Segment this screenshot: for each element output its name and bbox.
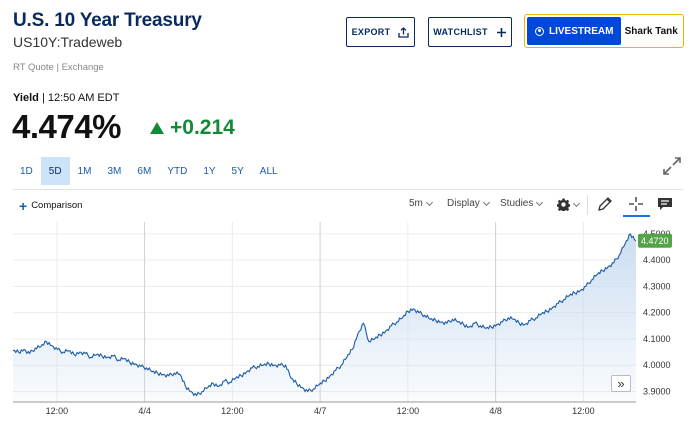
y-tick-label: 4.3000 [643,281,671,291]
yield-label: Yield [13,92,39,104]
current-yield: 4.474% [12,108,121,145]
livestream-widget[interactable]: LIVESTREAM Shark Tank [524,14,684,48]
scroll-to-latest-button[interactable]: » [611,375,631,392]
yield-chart[interactable]: 4.50004.40004.30004.20004.10004.00003.90… [0,218,696,433]
range-tab-1m[interactable]: 1M [77,165,92,177]
live-icon [535,26,544,36]
time-range-tabs: 1D 5D 1M 3M 6M YTD 1Y 5Y ALL [12,157,286,185]
chevron-down-icon [572,199,581,207]
series-area [13,233,636,402]
x-tick-label: 4/4 [138,406,151,416]
range-tab-5y[interactable]: 5Y [231,165,244,177]
plus-icon [496,27,506,37]
chart-canvas: 4.50004.40004.30004.20004.10004.00003.90… [12,222,672,416]
yield-change: +0.214 [150,116,235,140]
toolbar-separator [587,195,588,215]
x-tick-label: 12:00 [46,406,69,416]
y-tick-label: 4.4000 [643,255,671,265]
expand-icon[interactable] [662,156,682,176]
x-tick-label: 12:00 [572,406,595,416]
export-label: EXPORT [351,27,391,37]
page-title: U.S. 10 Year Treasury [13,10,202,31]
up-arrow-icon [150,122,164,134]
settings-dropdown[interactable] [557,198,581,211]
plus-icon: + [19,197,28,214]
x-tick-label: 12:00 [397,406,420,416]
quote-time: 12:50 AM EDT [47,92,120,104]
display-dropdown[interactable]: Display [447,198,490,209]
comment-icon[interactable] [656,195,674,213]
chevron-down-icon [425,198,433,206]
x-tick-label: 4/8 [489,406,502,416]
watchlist-label: WATCHLIST [433,27,488,37]
interval-label: 5m [409,198,423,209]
x-tick-label: 12:00 [221,406,244,416]
range-tab-5d[interactable]: 5D [40,157,70,185]
symbol-label: US10Y:Tradeweb [13,34,123,50]
x-tick-label: 4/7 [314,406,327,416]
watchlist-button[interactable]: WATCHLIST [428,17,512,47]
comparison-button[interactable]: + Comparison [19,197,83,214]
y-tick-label: 3.9000 [643,386,671,396]
export-button[interactable]: EXPORT [346,17,415,47]
range-tab-1y[interactable]: 1Y [203,165,216,177]
crosshair-icon[interactable] [627,195,645,213]
pencil-icon[interactable] [596,195,614,213]
range-tab-1d[interactable]: 1D [20,165,33,177]
comparison-label: Comparison [31,200,83,211]
chevron-down-icon [536,198,544,206]
studies-label: Studies [500,198,534,209]
share-icon [398,26,410,38]
quote-type-label: RT Quote | Exchange [13,62,104,73]
current-value-label: 4.4720 [641,236,669,246]
livestream-label: LIVESTREAM [549,25,614,37]
range-tab-all[interactable]: ALL [259,165,278,177]
y-tick-label: 4.1000 [643,334,671,344]
active-tool-indicator [623,215,650,217]
current-value-marker: 4.4720 [638,233,672,248]
livestream-show-title: Shark Tank [624,25,678,37]
series-line [12,233,637,397]
change-value: +0.214 [170,116,235,139]
range-tab-ytd[interactable]: YTD [167,165,188,177]
display-label: Display [447,198,480,209]
studies-dropdown[interactable]: Studies [500,198,544,209]
range-tab-6m[interactable]: 6M [137,165,152,177]
livestream-button[interactable]: LIVESTREAM [527,17,622,45]
toolbar-divider [13,189,683,190]
range-tab-3m[interactable]: 3M [107,165,122,177]
yield-time-label: Yield | 12:50 AM EDT [13,92,120,104]
y-tick-label: 4.2000 [643,308,671,318]
interval-dropdown[interactable]: 5m [409,198,433,209]
gear-icon [557,198,570,211]
chevron-down-icon [482,198,490,206]
y-tick-label: 4.0000 [643,360,671,370]
